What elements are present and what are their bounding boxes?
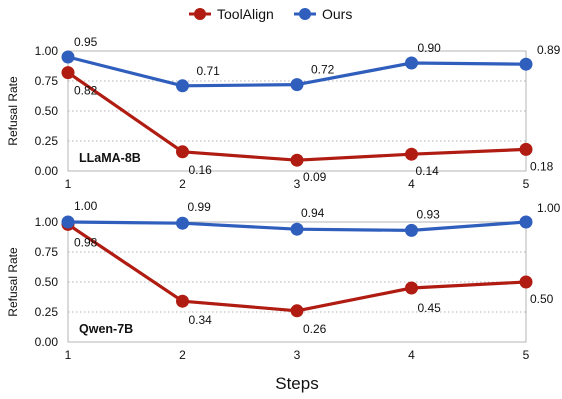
- legend-label: ToolAlign: [217, 6, 274, 22]
- x-tick-label: 4: [408, 177, 415, 191]
- panel-llama-8b: 0.00 0.25 0.50 0.75 1.00 1 2 3 4 5 Refusal Rate LLa…: [6, 35, 561, 191]
- legend: ToolAlign Ours: [189, 6, 352, 22]
- data-label-toolalign: 0.09: [303, 170, 327, 184]
- data-point-ours: [519, 57, 533, 71]
- x-tick-label: 1: [65, 348, 72, 362]
- y-tick-label: 0.50: [35, 275, 59, 289]
- data-label-toolalign: 0.82: [74, 84, 98, 98]
- x-tick-label: 2: [179, 177, 186, 191]
- y-tick-label: 0.50: [35, 104, 59, 118]
- series-line-toolalign: [67, 223, 527, 313]
- plot-frame: [67, 50, 527, 172]
- x-tick-label: 3: [294, 348, 301, 362]
- data-point-toolalign: [519, 275, 533, 289]
- data-label-ours: 0.94: [301, 206, 325, 220]
- data-point-ours: [290, 78, 304, 92]
- x-tick-label: 3: [294, 177, 301, 191]
- panel-qwen-7b: 0.00 0.25 0.50 0.75 1.00 1 2 3 4 5 Refusal Rate Qwe…: [6, 199, 561, 362]
- data-point-toolalign: [290, 153, 304, 167]
- data-label-ours: 0.95: [74, 35, 98, 49]
- y-tick-label: 1.00: [35, 44, 59, 58]
- data-label-toolalign: 0.18: [530, 159, 554, 173]
- y-tick-label: 1.00: [35, 215, 59, 229]
- y-tick-label: 0.75: [35, 74, 59, 88]
- legend-marker: [194, 8, 206, 20]
- data-point-ours: [176, 79, 189, 93]
- data-label-toolalign: 0.16: [189, 163, 213, 177]
- data-label-ours: 0.72: [311, 63, 335, 77]
- data-point-ours: [405, 56, 418, 70]
- data-point-ours: [176, 216, 189, 230]
- data-point-ours: [61, 50, 75, 64]
- data-point-toolalign: [519, 142, 533, 156]
- x-axis-label: Steps: [275, 374, 318, 393]
- y-axis-label: Refusal Rate: [6, 247, 20, 317]
- y-axis-label: Refusal Rate: [6, 76, 20, 146]
- data-point-toolalign: [405, 147, 418, 161]
- data-label-ours: 0.99: [188, 200, 212, 214]
- legend-label: Ours: [322, 6, 352, 22]
- legend-entry-ours: Ours: [294, 6, 352, 22]
- data-point-toolalign: [405, 281, 418, 295]
- x-tick-label: 4: [408, 348, 415, 362]
- x-tick-label: 5: [523, 348, 530, 362]
- data-label-toolalign: 0.14: [416, 164, 440, 178]
- data-label-toolalign: 0.34: [189, 313, 213, 327]
- x-tick-label: 2: [179, 348, 186, 362]
- y-tick-label: 0.00: [35, 164, 59, 178]
- panel-title: Qwen-7B: [79, 322, 133, 336]
- x-tick-label: 1: [65, 177, 72, 191]
- data-label-ours: 0.93: [417, 207, 441, 221]
- data-label-ours: 0.89: [537, 43, 561, 57]
- panel-title: LLaMA-8B: [79, 151, 141, 165]
- y-tick-label: 0.25: [35, 134, 59, 148]
- data-label-toolalign: 0.50: [530, 292, 554, 306]
- y-tick-label: 0.25: [35, 305, 59, 319]
- data-point-toolalign: [176, 145, 189, 159]
- data-label-toolalign: 0.26: [303, 322, 327, 336]
- data-point-toolalign: [290, 304, 304, 318]
- data-point-ours: [405, 223, 418, 237]
- data-point-ours: [519, 215, 533, 229]
- data-point-ours: [290, 222, 304, 236]
- data-label-ours: 1.00: [74, 199, 98, 213]
- legend-marker: [299, 8, 311, 20]
- data-label-ours: 0.71: [197, 64, 221, 78]
- data-point-toolalign: [176, 294, 189, 308]
- data-label-ours: 0.90: [418, 41, 442, 55]
- data-label-ours: 1.00: [537, 201, 561, 215]
- y-tick-label: 0.75: [35, 245, 59, 259]
- data-point-ours: [61, 215, 75, 229]
- legend-entry-toolalign: ToolAlign: [189, 6, 274, 22]
- data-label-toolalign: 0.45: [418, 301, 442, 315]
- x-tick-label: 5: [523, 177, 530, 191]
- y-tick-label: 0.00: [35, 335, 59, 349]
- data-point-toolalign: [61, 66, 75, 80]
- data-label-toolalign: 0.98: [74, 235, 98, 249]
